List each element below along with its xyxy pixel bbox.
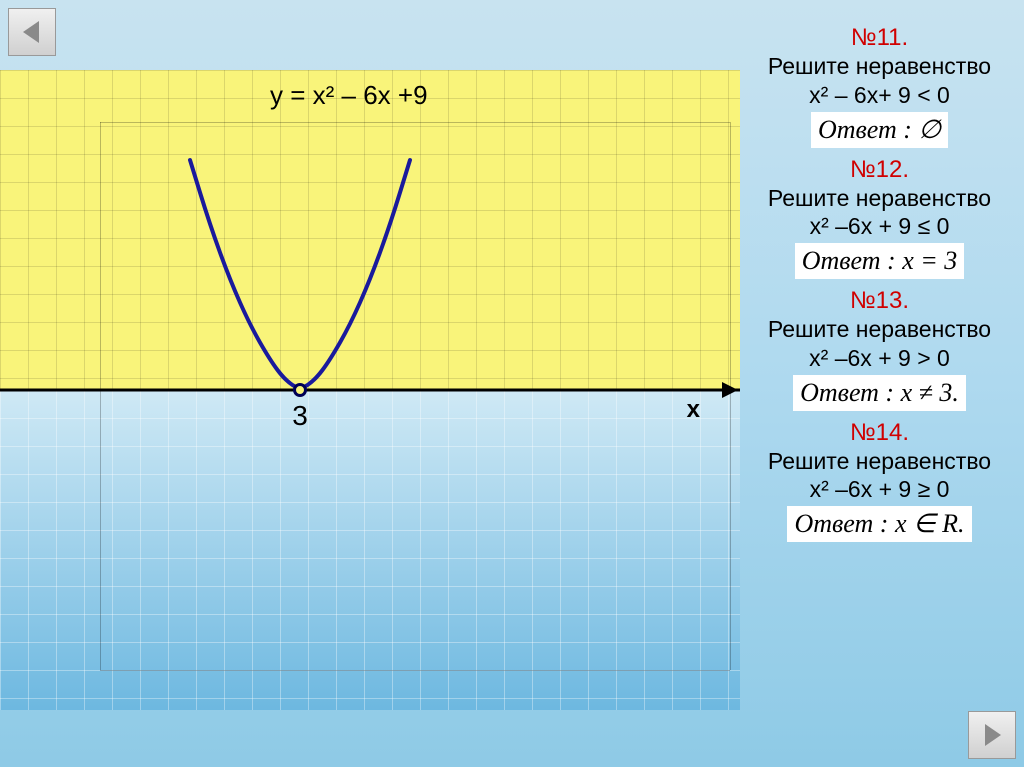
parabola-curve: [0, 70, 740, 710]
problem-prompt: Решите неравенство: [747, 315, 1012, 344]
problem-number: №11.: [747, 24, 1012, 52]
vertex-open-point-icon: [293, 383, 307, 397]
problem-block: №12. Решите неравенство x² –6x + 9 ≤ 0 О…: [747, 156, 1012, 286]
problem-inequality: x² – 6x+ 9 < 0: [747, 81, 1012, 110]
x-axis-label: x: [687, 396, 700, 424]
function-label: y = x² – 6x +9: [270, 80, 428, 111]
problem-number: №13.: [747, 287, 1012, 315]
problem-answer: Ответ : ∅: [811, 112, 948, 148]
problem-number: №12.: [747, 156, 1012, 184]
triangle-right-icon: [977, 720, 1007, 750]
problem-prompt: Решите неравенство: [747, 184, 1012, 213]
problem-answer: Ответ : x ≠ 3.: [793, 375, 966, 411]
problem-prompt: Решите неравенство: [747, 447, 1012, 476]
prev-slide-button[interactable]: [8, 8, 56, 56]
problem-block: №14. Решите неравенство x² –6x + 9 ≥ 0 О…: [747, 419, 1012, 549]
x-tick-3: 3: [292, 400, 308, 432]
problem-inequality: x² –6x + 9 > 0: [747, 344, 1012, 373]
problem-prompt: Решите неравенство: [747, 52, 1012, 81]
problem-block: №13. Решите неравенство x² –6x + 9 > 0 О…: [747, 287, 1012, 417]
problem-answer: Ответ : x = 3: [795, 243, 965, 279]
problem-number: №14.: [747, 419, 1012, 447]
problem-inequality: x² –6x + 9 ≥ 0: [747, 475, 1012, 504]
next-slide-button[interactable]: [968, 711, 1016, 759]
problems-panel: №11. Решите неравенство x² – 6x+ 9 < 0 О…: [747, 24, 1012, 548]
chart-panel: 3 x y = x² – 6x +9: [0, 70, 740, 710]
problem-block: №11. Решите неравенство x² – 6x+ 9 < 0 О…: [747, 24, 1012, 154]
problem-inequality: x² –6x + 9 ≤ 0: [747, 212, 1012, 241]
problem-answer: Ответ : x ∈ R.: [787, 506, 971, 542]
triangle-left-icon: [17, 17, 47, 47]
